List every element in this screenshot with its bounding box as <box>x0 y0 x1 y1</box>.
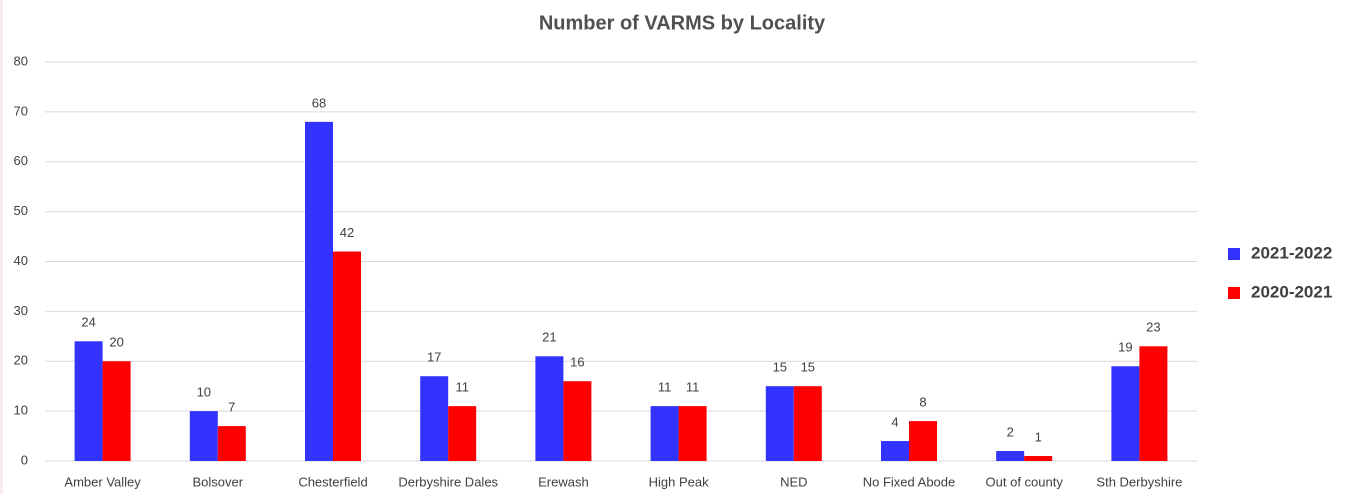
bar <box>102 361 131 461</box>
data-label: 68 <box>312 95 326 110</box>
legend-swatch <box>1228 248 1240 260</box>
data-label: 8 <box>919 395 926 410</box>
x-tick-label: Out of county <box>986 474 1064 489</box>
bar <box>1139 346 1168 461</box>
bar <box>996 451 1025 461</box>
y-tick-label: 50 <box>14 203 28 218</box>
bar <box>189 411 218 461</box>
legend-label: 2021-2022 <box>1251 243 1332 262</box>
data-label: 10 <box>197 385 211 400</box>
data-label: 16 <box>570 355 584 370</box>
data-label: 20 <box>109 335 123 350</box>
bar <box>74 341 103 461</box>
x-tick-label: NED <box>780 474 807 489</box>
bar <box>1111 366 1140 461</box>
bar <box>765 386 794 461</box>
x-tick-label: Chesterfield <box>298 474 367 489</box>
bar <box>535 356 564 461</box>
y-tick-label: 30 <box>14 303 28 318</box>
bar <box>333 251 361 461</box>
y-tick-label: 60 <box>14 153 28 168</box>
x-tick-label: Amber Valley <box>64 474 141 489</box>
bar <box>448 406 477 461</box>
data-label: 2 <box>1007 424 1014 439</box>
bar <box>217 426 246 461</box>
left-edge <box>0 0 3 494</box>
bar <box>563 381 592 461</box>
data-label: 4 <box>891 414 898 429</box>
legend-label: 2020-2021 <box>1251 282 1332 301</box>
y-tick-label: 70 <box>14 103 28 118</box>
data-label: 11 <box>658 380 672 395</box>
x-tick-label: Erewash <box>538 474 589 489</box>
bar <box>678 406 707 461</box>
data-label: 21 <box>542 330 556 345</box>
data-label: 17 <box>427 350 441 365</box>
x-tick-label: Bolsover <box>193 474 244 489</box>
x-tick-label: High Peak <box>649 474 709 489</box>
bar <box>881 441 909 461</box>
x-tick-label: No Fixed Abode <box>863 474 956 489</box>
y-tick-label: 80 <box>14 53 28 68</box>
y-tick-label: 20 <box>14 353 28 368</box>
bar <box>420 376 449 461</box>
x-tick-label: Sth Derbyshire <box>1096 474 1182 489</box>
data-label: 11 <box>455 380 469 395</box>
data-label: 7 <box>228 400 235 415</box>
legend-swatch <box>1228 287 1240 299</box>
data-label: 1 <box>1035 429 1042 444</box>
chart-title: Number of VARMS by Locality <box>539 12 826 34</box>
data-label: 24 <box>81 315 95 330</box>
bar <box>1024 456 1053 461</box>
bar <box>305 121 333 461</box>
data-label: 42 <box>340 225 354 240</box>
x-tick-label: Derbyshire Dales <box>398 474 498 489</box>
data-label: 11 <box>686 380 700 395</box>
y-tick-label: 0 <box>21 452 28 467</box>
bar <box>909 421 937 461</box>
data-label: 23 <box>1146 320 1160 335</box>
y-tick-label: 10 <box>14 403 28 418</box>
data-label: 19 <box>1118 340 1132 355</box>
bar <box>793 386 822 461</box>
data-label: 15 <box>801 360 815 375</box>
bar <box>650 406 679 461</box>
y-tick-label: 40 <box>14 253 28 268</box>
data-label: 15 <box>773 360 787 375</box>
